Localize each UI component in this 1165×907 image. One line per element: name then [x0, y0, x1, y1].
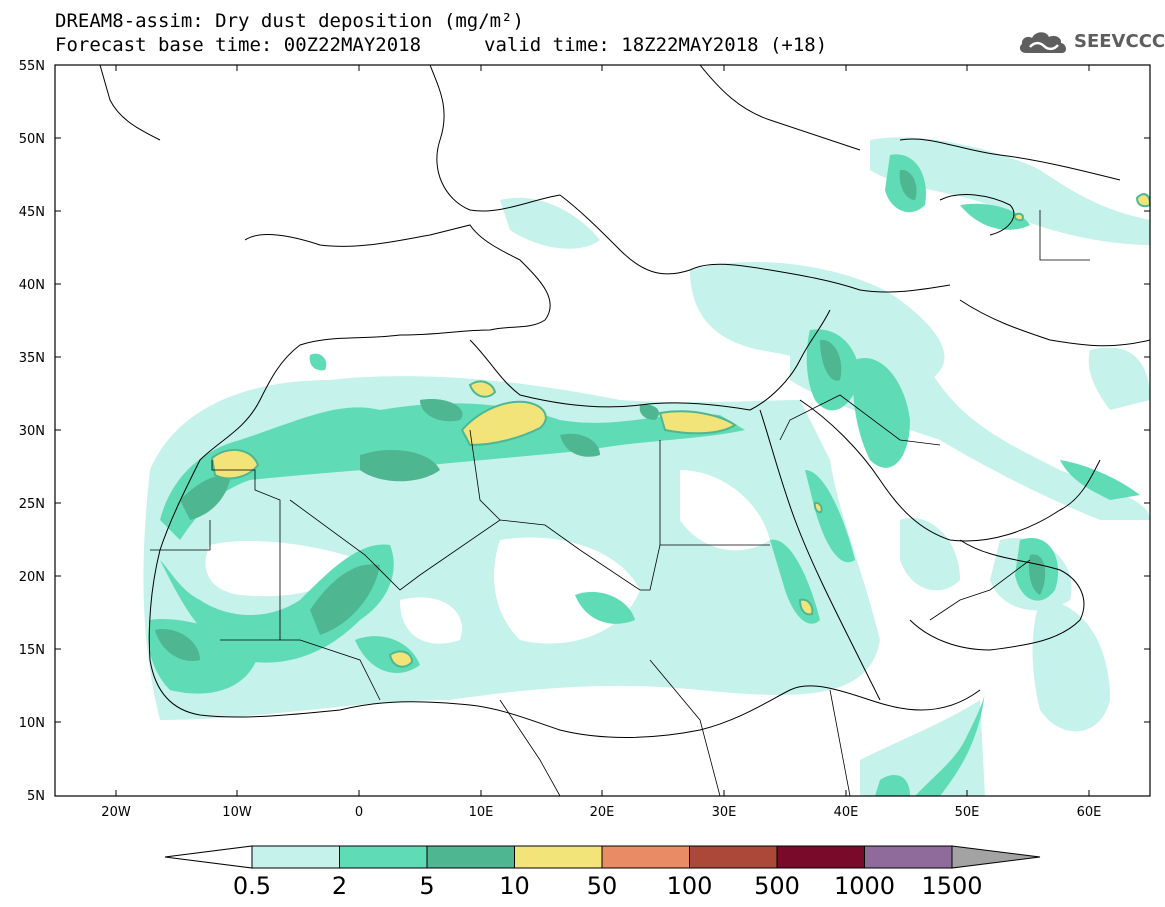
colorbar-low-arrow	[164, 845, 253, 869]
lon-label: 30E	[712, 805, 737, 820]
lon-label: 0	[355, 805, 363, 820]
colorbar-swatch	[776, 845, 865, 869]
colorbar-high-arrow	[951, 845, 1041, 869]
brand-name: SEEVCCC	[1074, 31, 1165, 52]
colorbar-label: 500	[754, 872, 800, 900]
colorbar-swatch	[689, 845, 778, 869]
forecast-base-time: Forecast base time: 00Z22MAY2018	[55, 34, 422, 56]
latitude-labels: 55N 50N 45N 40N 35N 30N 25N 20N 15N 10N …	[19, 59, 45, 804]
colorbar-label: 2	[332, 872, 347, 900]
lat-label: 25N	[19, 497, 45, 512]
lon-label: 40E	[834, 805, 859, 820]
lon-label: 10E	[469, 805, 494, 820]
colorbar-label: 1500	[921, 872, 982, 900]
colorbar-label: 1000	[834, 872, 895, 900]
seevccc-logo: SEEVCCC	[1018, 27, 1165, 57]
lat-label: 40N	[19, 278, 45, 293]
lat-label: 50N	[19, 132, 45, 147]
lat-label: 55N	[19, 59, 45, 74]
lat-label: 30N	[19, 424, 45, 439]
colorbar-swatch	[339, 845, 428, 869]
lon-label: 20E	[590, 805, 615, 820]
colorbar-swatch	[864, 845, 953, 869]
lat-label: 15N	[19, 643, 45, 658]
latitude-axis	[55, 64, 1150, 797]
lat-label: 35N	[19, 351, 45, 366]
colorbar-swatch	[601, 845, 690, 869]
lon-label: 20W	[101, 805, 131, 820]
colorbar-label: 10	[499, 872, 530, 900]
longitude-axis	[115, 65, 1090, 796]
cloud-logo-icon	[1019, 32, 1067, 53]
colorbar-swatch	[251, 845, 340, 869]
colorbar-label: 50	[587, 872, 618, 900]
colorbar: 0.5 2 5 10 50 100 500 1000 1500	[164, 845, 1041, 900]
lon-label: 60E	[1077, 805, 1102, 820]
colorbar-swatch	[426, 845, 515, 869]
lat-label: 10N	[19, 716, 45, 731]
deposition-fields	[143, 137, 1150, 796]
colorbar-label: 5	[419, 872, 434, 900]
colorbar-swatch	[514, 845, 603, 869]
lat-label: 45N	[19, 205, 45, 220]
lon-label: 10W	[222, 805, 252, 820]
lat-label: 20N	[19, 570, 45, 585]
map-title: DREAM8-assim: Dry dust deposition (mg/m²…	[55, 10, 524, 32]
valid-time: valid time: 18Z22MAY2018 (+18)	[484, 34, 828, 56]
longitude-labels: 20W 10W 0 10E 20E 30E 40E 50E 60E	[101, 805, 1101, 820]
colorbar-label: 100	[667, 872, 713, 900]
political-borders	[150, 210, 1090, 796]
lat-label: 5N	[27, 789, 45, 804]
lon-label: 50E	[955, 805, 980, 820]
colorbar-label: 0.5	[233, 872, 271, 900]
